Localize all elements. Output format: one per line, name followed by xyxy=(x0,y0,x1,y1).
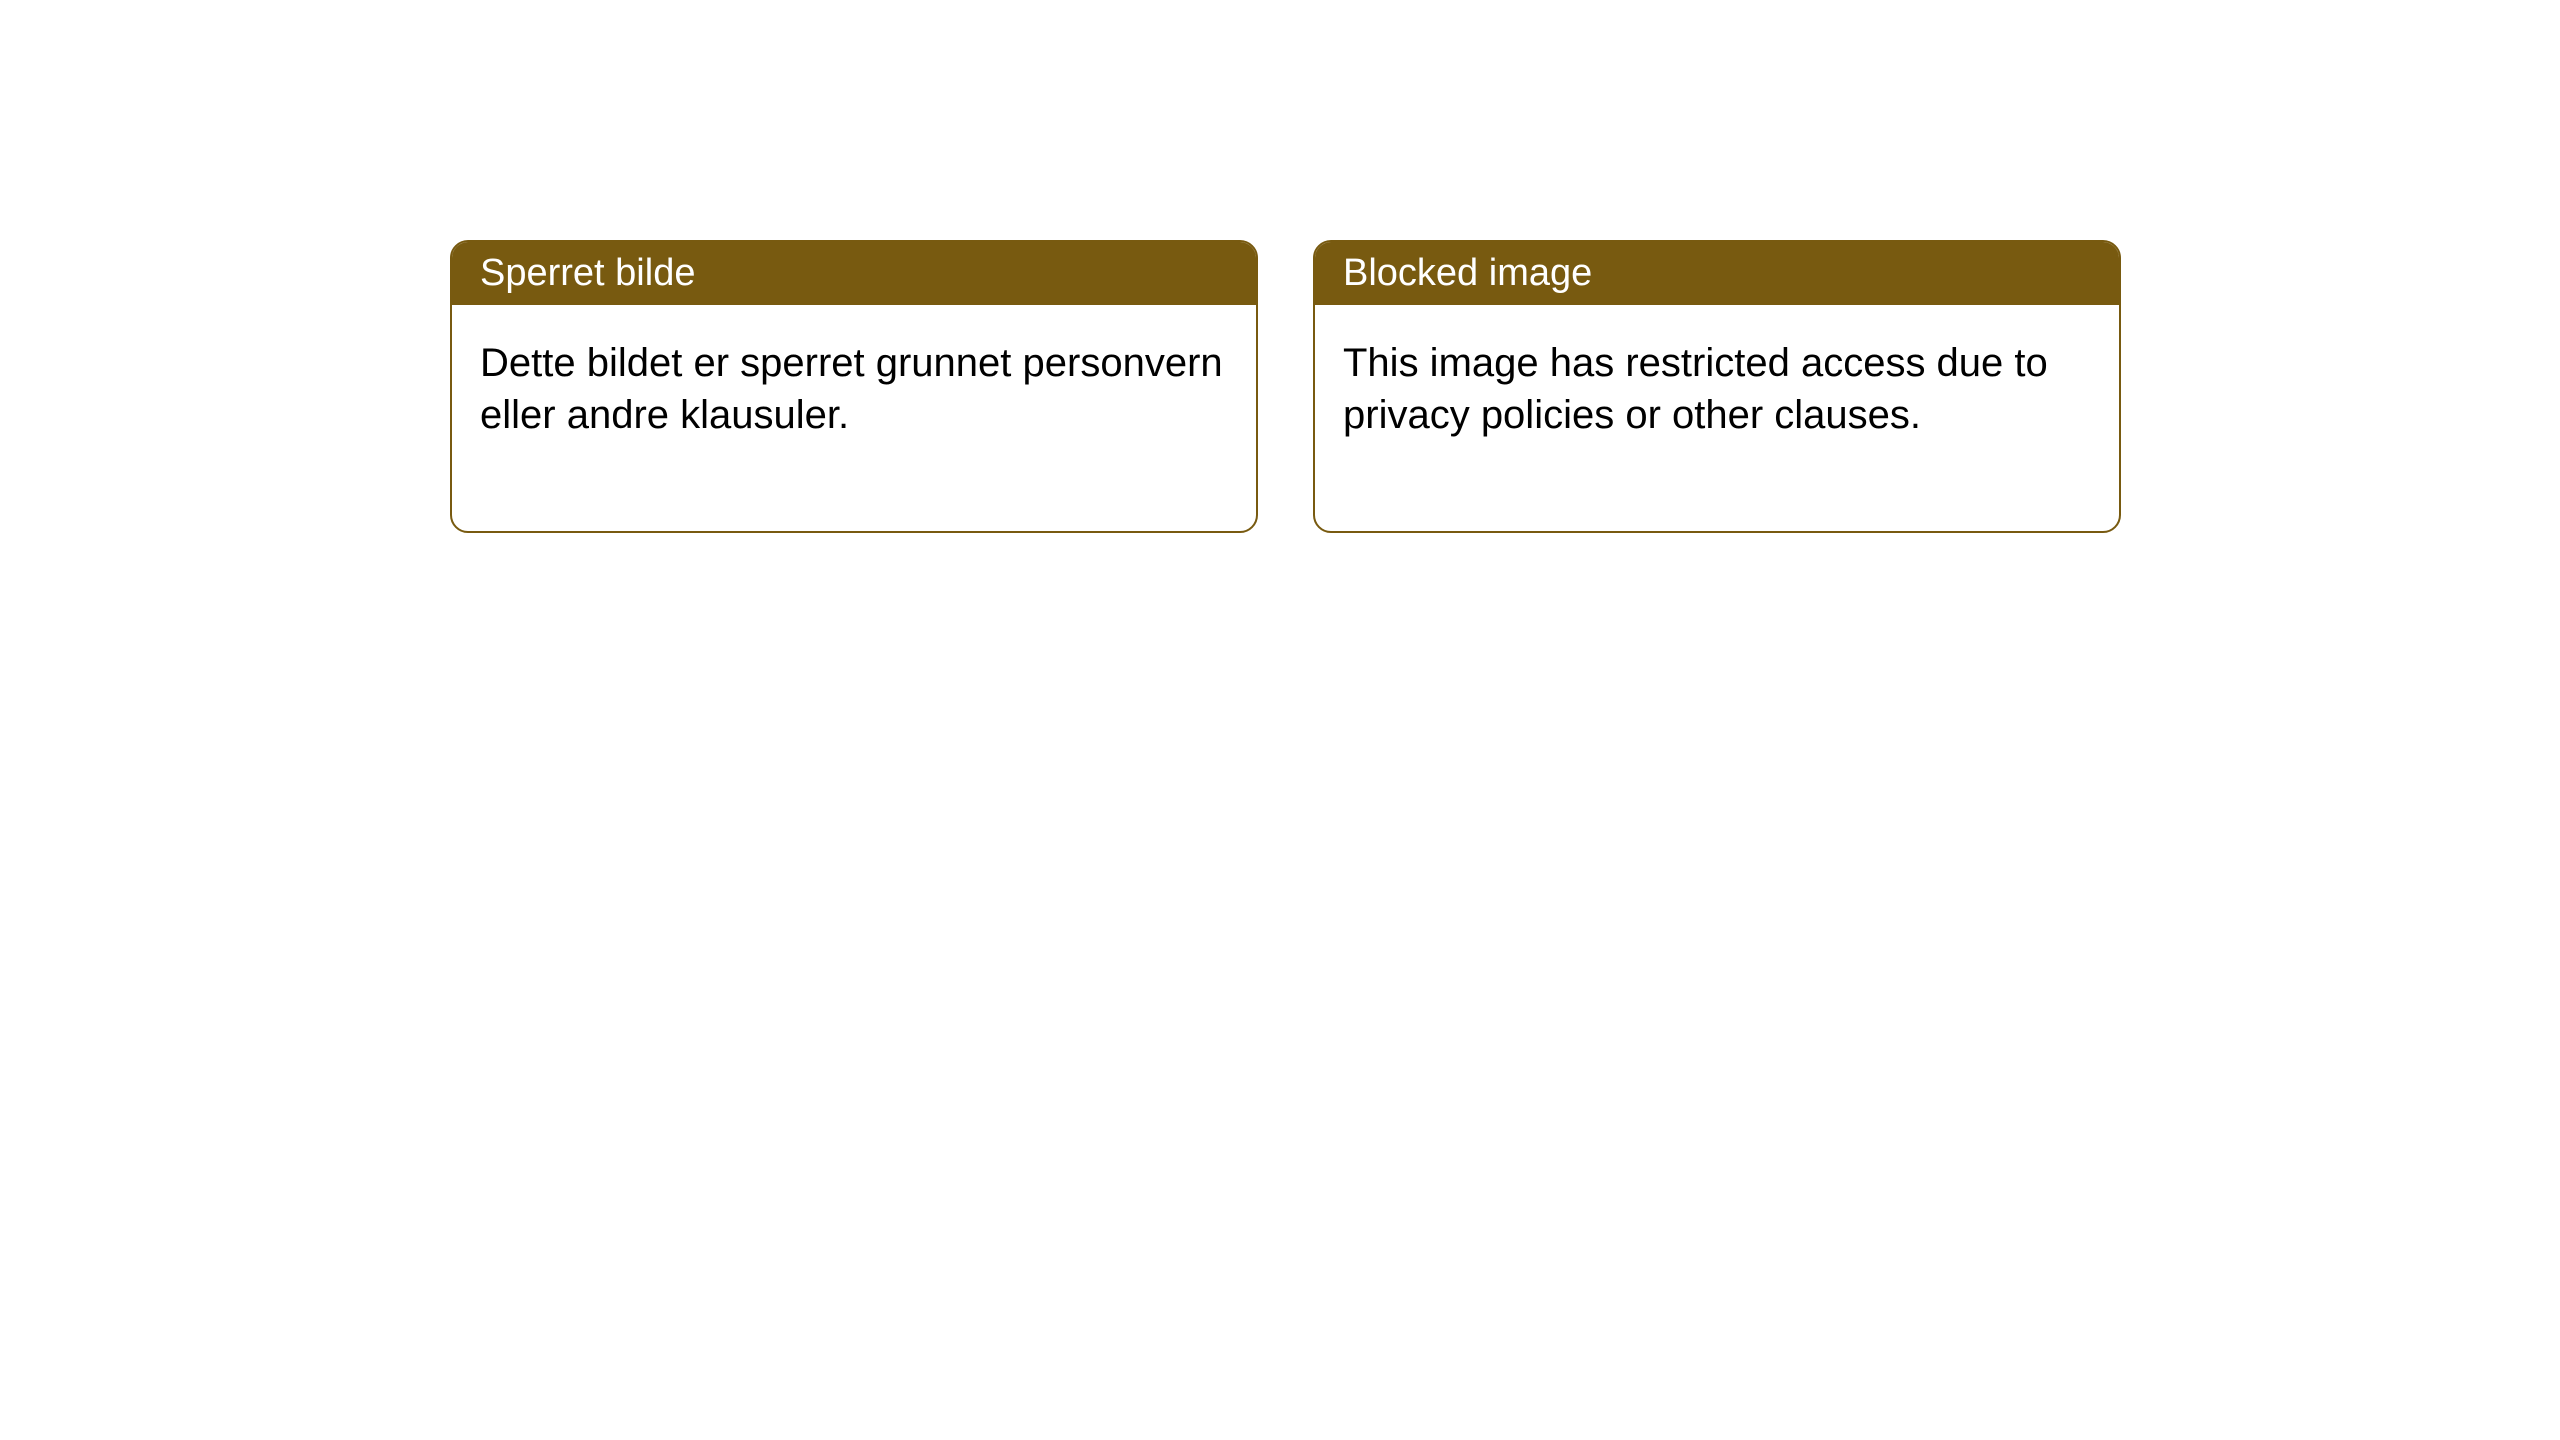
notice-title: Blocked image xyxy=(1315,242,2119,305)
notice-body: This image has restricted access due to … xyxy=(1315,305,2119,531)
notice-body: Dette bildet er sperret grunnet personve… xyxy=(452,305,1256,531)
notice-box-english: Blocked image This image has restricted … xyxy=(1313,240,2121,533)
notice-title: Sperret bilde xyxy=(452,242,1256,305)
notice-container: Sperret bilde Dette bildet er sperret gr… xyxy=(0,0,2560,533)
notice-box-norwegian: Sperret bilde Dette bildet er sperret gr… xyxy=(450,240,1258,533)
